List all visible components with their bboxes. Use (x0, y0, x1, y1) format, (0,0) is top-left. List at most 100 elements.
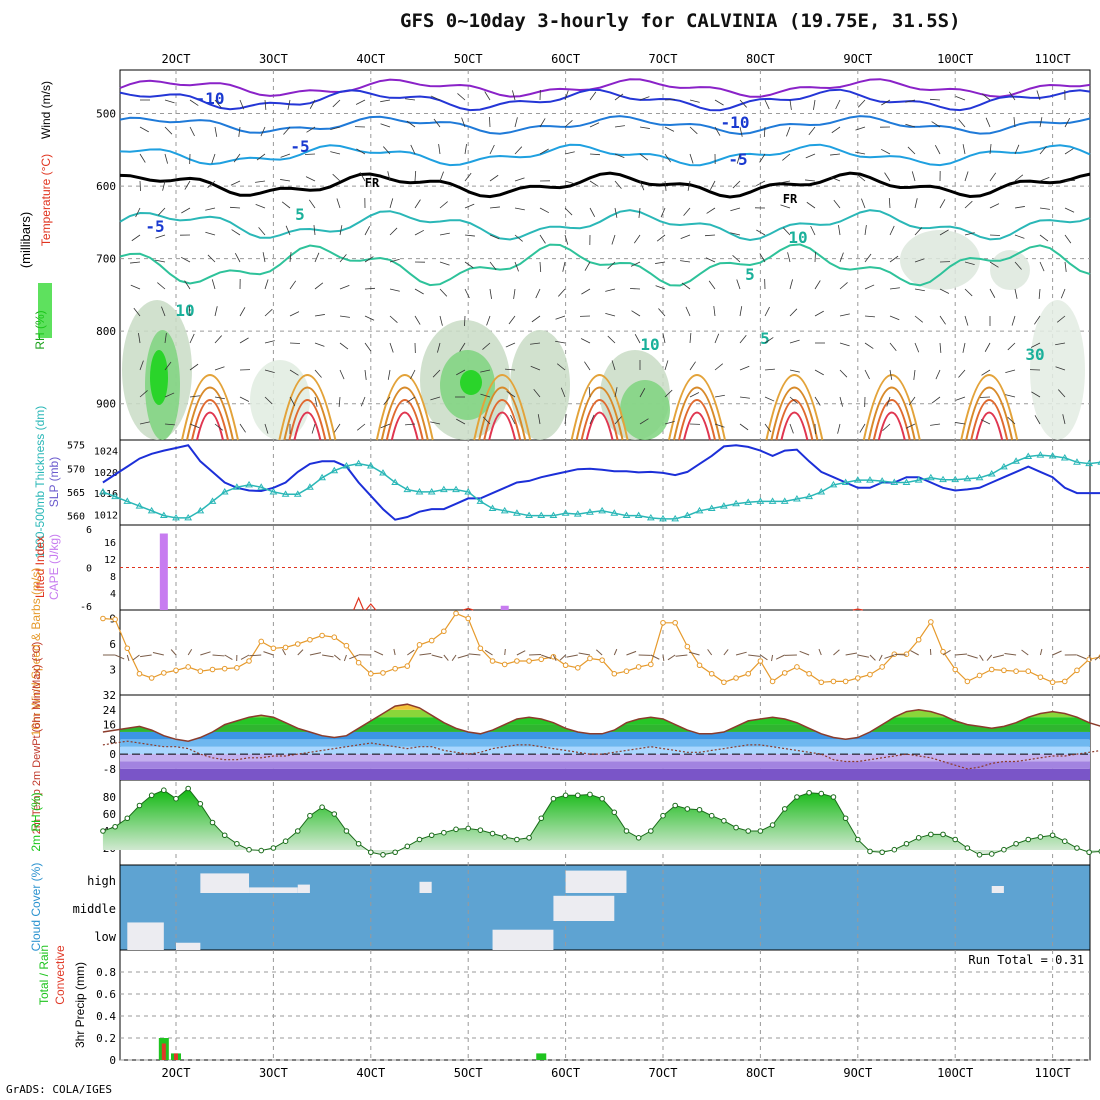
wind-barb (707, 649, 713, 656)
upper-wind-barb (689, 153, 694, 164)
upper-wind-barb (359, 172, 366, 182)
thickness-point (111, 492, 120, 500)
upper-wind-barb (255, 180, 266, 183)
rh-point (635, 835, 642, 841)
upper-wind-barb (1034, 415, 1041, 425)
upper-wind-barb (489, 234, 500, 240)
cloud-cover-block (419, 881, 432, 893)
isotherm-pos10 (119, 243, 1091, 287)
wind-barb (986, 654, 993, 661)
upper-wind-barb (1058, 389, 1066, 398)
upper-wind-barb (339, 254, 347, 263)
x-tick-label-top: 8OCT (746, 52, 775, 66)
upper-wind-barb (962, 342, 966, 353)
upper-wind-barb (539, 148, 549, 155)
upper-wind-barb (708, 280, 716, 290)
warm-contour (488, 411, 517, 441)
x-tick-label-bottom: 4OCT (356, 1066, 385, 1080)
rh-blob (150, 350, 168, 405)
upper-wind-barb (955, 396, 966, 401)
upper-wind-barb (705, 257, 716, 263)
ylabel-rh2m: 2m RH (%) (29, 792, 43, 851)
upper-wind-barb (689, 392, 700, 398)
wind-barb (662, 654, 665, 662)
upper-wind-barb (864, 284, 875, 290)
x-tick-label-top: 11OCT (1035, 52, 1071, 66)
upper-wind-barb (839, 252, 844, 263)
contour-label: -10 (196, 89, 225, 108)
isotherm-pos5 (119, 209, 1091, 242)
upper-wind-barb (882, 423, 891, 431)
upper-wind-barb (360, 396, 366, 407)
wind-barb (878, 654, 883, 662)
wind-speed-point (1049, 679, 1056, 686)
upper-wind-barb (414, 315, 421, 325)
wind-speed-point (696, 662, 703, 669)
upper-wind-barb (207, 254, 216, 263)
warm-contour (181, 374, 239, 441)
thickness-point (634, 511, 643, 519)
upper-wind-barb (639, 126, 650, 129)
upper-wind-barb (837, 423, 841, 434)
wind-speed-point (1037, 674, 1044, 680)
upper-wind-barb (304, 153, 316, 155)
wind-speed-point (514, 658, 520, 664)
upper-wind-barb (184, 180, 191, 190)
upper-wind-barb (430, 95, 441, 101)
warm-contour (385, 399, 424, 441)
upper-wind-barb (914, 315, 924, 323)
pressure-tick-label: 500 (96, 108, 116, 121)
upper-wind-barb (1013, 117, 1016, 128)
thickness-point (914, 476, 923, 483)
upper-wind-barb (189, 395, 200, 398)
thickness-point (488, 504, 497, 511)
upper-wind-barb (939, 342, 942, 353)
temp-tick-label: -8 (103, 763, 116, 776)
thickness-point (1000, 462, 1008, 470)
temp-tick-label: 0 (109, 748, 116, 761)
upper-wind-barb (239, 423, 246, 433)
cloud-cover-block (176, 942, 201, 950)
upper-wind-barb (262, 252, 266, 263)
upper-wind-barb (739, 396, 750, 399)
rh-point (1061, 838, 1068, 845)
contour-label: 5 (745, 265, 755, 284)
upper-wind-barb (229, 206, 241, 209)
rh-point (258, 847, 265, 854)
upper-wind-barb (808, 126, 816, 136)
cloud-cover-block (127, 922, 164, 950)
upper-wind-barb (456, 369, 466, 376)
wind-speed-point (477, 645, 484, 652)
upper-wind-barb (314, 369, 322, 378)
thickness-point (780, 497, 789, 504)
warm-contour (288, 399, 327, 441)
rh-point (684, 806, 691, 812)
warm-contour (770, 386, 819, 441)
thickness-point (293, 490, 302, 497)
rh-point (136, 802, 143, 809)
cape-bar (159, 533, 168, 610)
rh-point (392, 849, 398, 856)
upper-wind-barb (164, 153, 168, 164)
wind-speed-point (416, 642, 423, 648)
upper-wind-barb (1062, 414, 1066, 425)
upper-wind-barb (905, 123, 916, 128)
thickness-point (220, 487, 229, 495)
warm-contour (293, 411, 322, 441)
contour-label: 10 (788, 228, 807, 247)
rh-blob (1030, 300, 1085, 440)
upper-wind-barb (1011, 315, 1016, 326)
thickness-point (1024, 452, 1033, 460)
upper-wind-barb (907, 146, 916, 155)
x-tick-label-bottom: 7OCT (649, 1066, 678, 1080)
wind-barb (468, 653, 481, 656)
upper-wind-barb (430, 396, 441, 401)
upper-wind-barb (714, 99, 724, 106)
wind-barb (419, 653, 432, 656)
upper-wind-barb (913, 369, 916, 380)
warm-contour (975, 411, 1004, 441)
slp-tick-label: 1020 (94, 468, 118, 479)
upper-wind-barb (139, 360, 144, 371)
rh-point (1013, 840, 1019, 847)
wind-speed-point (587, 655, 593, 662)
